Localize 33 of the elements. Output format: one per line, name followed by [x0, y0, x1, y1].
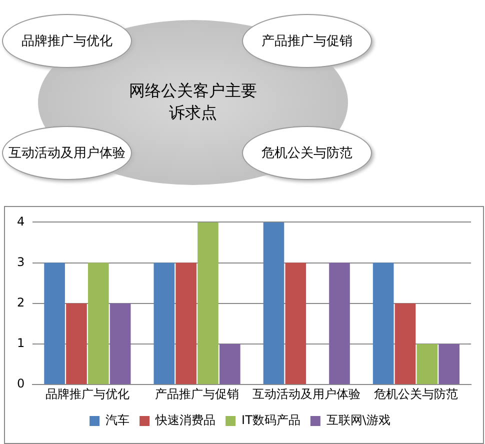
legend-label: 快速消费品: [154, 413, 216, 428]
x-tick-label: 品牌推广与优化: [45, 386, 130, 401]
oval-shape: 产品推广与促销: [242, 14, 372, 68]
oval-shape: 品牌推广与优化: [2, 14, 132, 68]
oval-shape: 互动活动及用户体验: [2, 126, 132, 180]
bar: [263, 222, 284, 384]
y-tick-label: 4: [16, 214, 25, 228]
bar: [66, 303, 87, 384]
bar: [154, 262, 175, 384]
legend-label: IT数码产品: [242, 413, 300, 428]
bar: [88, 262, 109, 384]
y-tick-label: 1: [16, 336, 25, 350]
legend-label: 汽车: [106, 413, 130, 428]
oval-shape: 危机公关与防范: [242, 126, 372, 180]
y-tick-label: 0: [16, 376, 25, 391]
bar: [394, 303, 416, 384]
bar: [438, 344, 460, 384]
bar: [219, 344, 240, 384]
bar: [329, 262, 350, 384]
legend-label: 互联网\游戏: [326, 413, 390, 428]
bar: [44, 262, 65, 384]
bar: [416, 344, 438, 384]
bar: [110, 303, 131, 384]
bar: [372, 262, 394, 384]
x-tick-label: 互动活动及用户体验: [252, 386, 361, 401]
y-tick-label: 2: [16, 296, 25, 310]
bar: [285, 262, 306, 384]
x-tick-label: 产品推广与促销: [155, 386, 240, 401]
text: 网络公关客户主要诉求点: [128, 80, 258, 124]
bar: [176, 262, 196, 384]
y-tick-label: 3: [16, 254, 25, 269]
x-tick-label: 危机公关与防范: [374, 386, 458, 401]
bar: [198, 222, 218, 384]
